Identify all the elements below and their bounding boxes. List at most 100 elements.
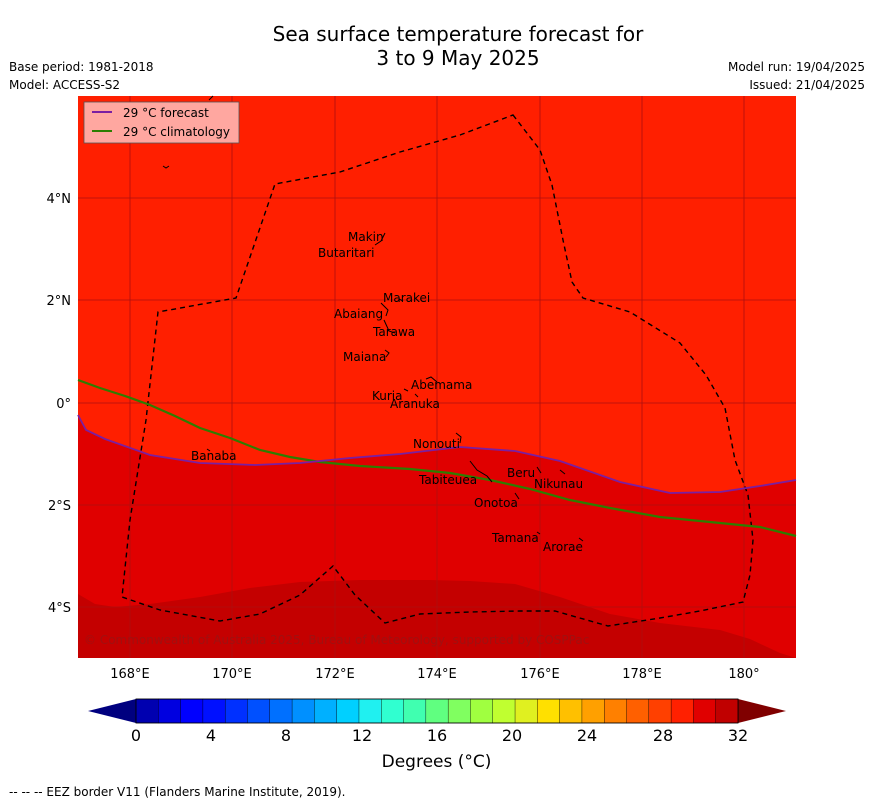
model-run: Model run: 19/04/2025 <box>727 60 865 74</box>
place-label-marakei: Marakei <box>383 291 430 305</box>
place-label-onotoa: Onotoa <box>474 496 518 510</box>
island-outline-north <box>208 95 214 101</box>
lon-tick-label: 170°E <box>212 667 252 682</box>
place-label-tamana: Tamana <box>491 531 539 545</box>
place-label-arorae: Arorae <box>543 540 583 554</box>
colorbar-segment <box>559 698 583 724</box>
place-label-maiana: Maiana <box>343 350 386 364</box>
copyright-note: © Commonwealth of Australia 2025, Bureau… <box>84 633 589 647</box>
place-label-aranuka: Aranuka <box>390 397 440 411</box>
colorbar-tick-labels: 0 4 8 12 16 20 24 28 32 <box>131 726 748 745</box>
map-title: Sea surface temperature forecast for 3 t… <box>0 22 873 70</box>
colorbar-segment <box>425 698 449 724</box>
colorbar-segments <box>135 698 739 724</box>
island-outline-tamana <box>536 531 541 535</box>
colorbar-segment <box>715 698 739 724</box>
legend: 29 °C forecast 29 °C climatology <box>83 101 240 144</box>
colorbar-segment <box>291 698 315 724</box>
island-outline-nonouti <box>455 432 462 444</box>
meta-right: Model run: 19/04/2025 Issued: 21/04/2025 <box>728 58 865 94</box>
island-outline-tabiteuea <box>469 460 493 483</box>
colorbar-segment <box>269 698 293 724</box>
island-outline-tarawa <box>383 319 396 334</box>
island-outline-banaba <box>206 448 211 452</box>
legend-box <box>83 101 240 144</box>
lon-tick-label: 172°E <box>315 667 355 682</box>
map-panel: Makin Butaritari Marakei Abaiang Tarawa … <box>77 95 797 658</box>
lat-tick-label: 0° <box>56 397 71 412</box>
place-labels: Makin Butaritari Marakei Abaiang Tarawa … <box>191 230 583 554</box>
island-outline-onotoa <box>514 492 520 500</box>
lat-tick-label: 4°N <box>47 192 72 207</box>
place-label-beru: Beru <box>507 466 535 480</box>
colorbar-segment <box>648 698 672 724</box>
island-outline-butaritari <box>374 232 386 246</box>
colorbar-segment <box>693 698 717 724</box>
colorbar-tick-label: 32 <box>728 726 748 745</box>
place-label-butaritari: Butaritari <box>318 246 375 260</box>
lon-tick-label: 174°E <box>417 667 457 682</box>
colorbar-max-extend <box>738 699 786 723</box>
place-label-kuria: Kuria <box>372 389 403 403</box>
base-period: Base period: 1981-2018 <box>9 60 154 74</box>
climatology-29c-line <box>77 378 797 538</box>
lat-tick-label: 2°N <box>47 294 72 309</box>
colorbar-tick-label: 20 <box>502 726 522 745</box>
colorbar-segment <box>492 698 516 724</box>
lon-tick-label: 180° <box>728 667 759 682</box>
colorbar-frame <box>135 698 739 724</box>
place-label-abemama: Abemama <box>411 378 472 392</box>
place-label-abaiang: Abaiang <box>334 307 383 321</box>
colorbar-segment <box>537 698 561 724</box>
forecast-29c-line <box>77 414 797 494</box>
eez-footnote: -- -- -- EEZ border V11 (Flanders Marine… <box>9 785 346 799</box>
legend-forecast-label: 29 °C forecast <box>123 106 209 120</box>
colorbar-segment <box>403 698 427 724</box>
island-outline-nw <box>162 165 170 169</box>
island-outline-beru <box>536 466 542 474</box>
place-label-nonouti: Nonouti <box>413 437 460 451</box>
colorbar-segment <box>224 698 248 724</box>
island-outline-aranuka <box>414 393 419 398</box>
island-outlines <box>162 95 584 542</box>
place-label-tabiteuea: Tabiteuea <box>418 473 477 487</box>
colorbar-segment <box>626 698 650 724</box>
island-outline-nikunau <box>559 469 566 475</box>
legend-climatology-label: 29 °C climatology <box>123 125 230 139</box>
colorbar-segment <box>470 698 494 724</box>
colorbar: 0 4 8 12 16 20 24 28 32 <box>88 698 786 745</box>
island-outline-maiana <box>384 349 390 358</box>
meta-left: Base period: 1981-2018 Model: ACCESS-S2 <box>9 58 154 94</box>
colorbar-segment <box>180 698 204 724</box>
colorbar-segment <box>135 698 159 724</box>
colorbar-tick-label: 28 <box>653 726 673 745</box>
colorbar-segment <box>314 698 338 724</box>
lat-tick-labels: 4°N 2°N 0° 2°S 4°S <box>47 192 72 616</box>
model-name: Model: ACCESS-S2 <box>9 78 121 92</box>
place-label-tarawa: Tarawa <box>372 325 415 339</box>
lon-tick-labels: 168°E 170°E 172°E 174°E 176°E 178°E 180° <box>110 667 759 682</box>
colorbar-label: Degrees (°C) <box>381 752 492 772</box>
colorbar-tick-label: 16 <box>427 726 447 745</box>
colorbar-tick-label: 24 <box>577 726 597 745</box>
lon-tick-label: 176°E <box>520 667 560 682</box>
island-outline-abaiang <box>380 302 389 317</box>
title-line-1: Sea surface temperature forecast for <box>272 22 644 46</box>
colorbar-segment <box>336 698 360 724</box>
lon-tick-label: 178°E <box>622 667 662 682</box>
colorbar-segment <box>604 698 628 724</box>
island-outline-kuria <box>403 388 409 392</box>
eez-border <box>121 114 754 627</box>
colorbar-segment <box>581 698 605 724</box>
place-label-nikunau: Nikunau <box>534 477 583 491</box>
issued-date: Issued: 21/04/2025 <box>749 78 865 92</box>
lon-tick-label: 168°E <box>110 667 150 682</box>
lat-tick-label: 2°S <box>48 499 71 514</box>
colorbar-segment <box>358 698 382 724</box>
colorbar-min-extend <box>88 699 136 723</box>
colorbar-segment <box>202 698 226 724</box>
title-line-2: 3 to 9 May 2025 <box>376 46 540 70</box>
island-outline-marakei <box>398 298 404 302</box>
colorbar-segment <box>447 698 471 724</box>
